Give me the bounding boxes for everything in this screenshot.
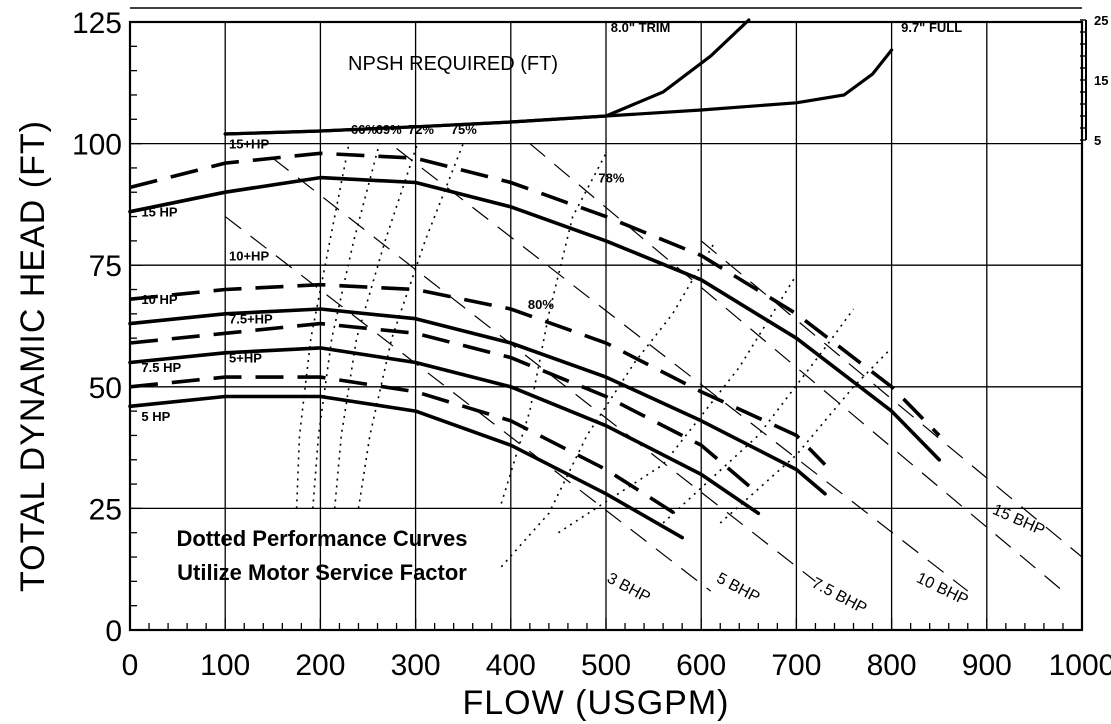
bhp-line bbox=[272, 157, 816, 582]
x-tick-label: 0 bbox=[122, 649, 139, 682]
x-axis-title: FLOW (USGPM) bbox=[463, 684, 730, 722]
npsh-tick-label: 15 bbox=[1094, 73, 1108, 88]
head-curve bbox=[128, 346, 761, 516]
npsh-tick-label: 25 bbox=[1094, 13, 1108, 28]
x-tick-label: 200 bbox=[295, 649, 345, 682]
npsh-curve-label: 8.0" TRIM bbox=[611, 20, 671, 35]
npsh-curve-label: 9.7" FULL bbox=[901, 20, 962, 35]
efficiency-label: 78% bbox=[598, 171, 624, 186]
npsh-title: NPSH REQUIRED (FT) bbox=[348, 53, 558, 75]
head-curve-label: 5 HP bbox=[141, 409, 170, 424]
y-tick-label: 25 bbox=[89, 493, 122, 526]
head-curves: 15 HP 15+HP 10 HP 10+HP 7.5 HP 7.5+HP 5 HP 5+HP bbox=[128, 136, 941, 540]
head-curve-label: 7.5+HP bbox=[229, 312, 273, 327]
x-tick-label: 900 bbox=[962, 649, 1012, 682]
head-curve bbox=[128, 175, 941, 462]
x-tick-label: 800 bbox=[867, 649, 917, 682]
head-curve bbox=[129, 282, 827, 466]
y-tick-label: 100 bbox=[72, 129, 122, 162]
tick-labels: 0 100 200 300 400 500 600 700 800 900 100002550751… bbox=[72, 7, 1111, 682]
npsh-tick-label: 5 bbox=[1094, 133, 1101, 148]
head-curve bbox=[129, 375, 684, 520]
npsh-curves: 5 15 25 8.0" TRIM 9.7" FULL bbox=[223, 13, 1108, 148]
y-axis-title: TOTAL DYNAMIC HEAD (FT) bbox=[14, 120, 52, 592]
efficiency-curve bbox=[357, 143, 464, 509]
x-tick-label: 600 bbox=[676, 649, 726, 682]
x-tick-label: 1000 bbox=[1049, 649, 1111, 682]
head-curve-label: 10+HP bbox=[229, 248, 269, 263]
x-tick-label: 700 bbox=[771, 649, 821, 682]
bhp-line bbox=[700, 240, 1083, 558]
efficiency-curve bbox=[500, 152, 607, 504]
head-curve-label: 10 HP bbox=[141, 292, 177, 307]
head-curve-label: 15+HP bbox=[229, 136, 269, 151]
bhp-line bbox=[396, 147, 969, 592]
efficiency-label: 80% bbox=[528, 297, 554, 312]
head-curve bbox=[129, 151, 941, 437]
service-factor-note-line1: Dotted Performance Curves bbox=[177, 526, 468, 551]
head-curve bbox=[128, 307, 827, 496]
head-curve-label: 7.5 HP bbox=[141, 360, 181, 375]
x-tick-label: 400 bbox=[486, 649, 536, 682]
bhp-line bbox=[224, 216, 712, 592]
head-curve-label: 15 HP bbox=[141, 205, 177, 220]
service-factor-note-line2: Utilize Motor Service Factor bbox=[177, 560, 467, 585]
efficiency-curve bbox=[719, 347, 893, 524]
y-tick-label: 0 bbox=[105, 615, 122, 648]
head-curve bbox=[129, 321, 760, 496]
x-tick-label: 300 bbox=[391, 649, 441, 682]
x-tick-label: 100 bbox=[200, 649, 250, 682]
y-tick-label: 75 bbox=[89, 250, 122, 283]
bhp-line bbox=[529, 143, 1064, 592]
head-curve bbox=[128, 394, 684, 540]
grid bbox=[128, 20, 1084, 632]
npsh-curve bbox=[223, 48, 894, 136]
y-tick-label: 50 bbox=[89, 372, 122, 405]
x-tick-label: 500 bbox=[581, 649, 631, 682]
efficiency-label: 72% bbox=[408, 122, 434, 137]
y-tick-label: 125 bbox=[72, 7, 122, 40]
head-curve-label: 5+HP bbox=[229, 350, 262, 365]
